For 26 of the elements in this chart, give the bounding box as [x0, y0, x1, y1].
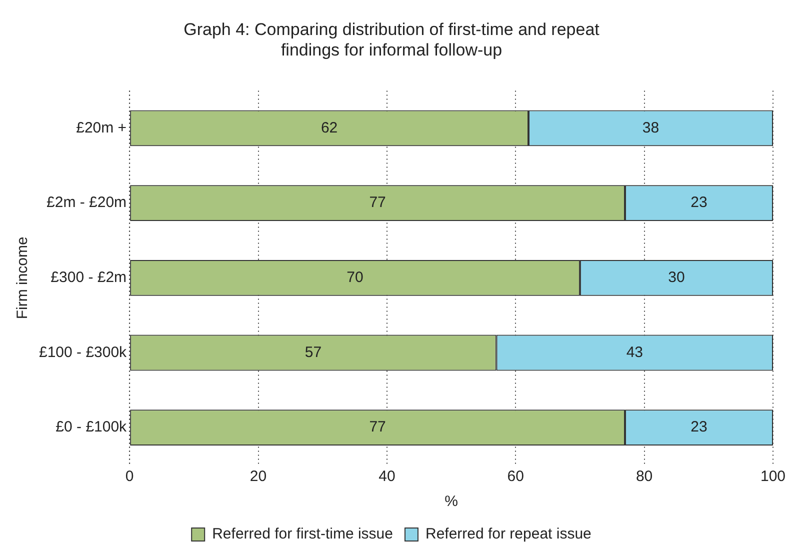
y-tick-label: £0 - £100k [56, 418, 128, 436]
y-tick-label: £20m + [76, 119, 127, 136]
chart-title: Graph 4: Comparing distribution of first-time and repeat findings for informal follow-up [184, 20, 600, 60]
x-tick-label: 40 [378, 468, 396, 486]
x-tick-label: 20 [250, 468, 267, 486]
y-tick-label: £300 - £2m [50, 269, 127, 286]
data-label: 62 [320, 119, 338, 136]
y-axis-title: Firm income [14, 236, 32, 320]
x-axis-title: % [444, 493, 458, 510]
data-label: 77 [369, 418, 386, 436]
data-label: 43 [626, 344, 644, 361]
data-label: 23 [690, 418, 708, 436]
x-tick-label: 100 [760, 468, 786, 486]
data-label: 38 [642, 119, 660, 136]
legend-label: Referred for repeat issue [425, 526, 592, 543]
data-label: 77 [369, 194, 386, 212]
x-tick-label: 80 [636, 468, 653, 486]
legend-label: Referred for first-time issue [212, 526, 393, 543]
data-label: 57 [304, 344, 322, 361]
x-tick-label: 60 [507, 468, 524, 486]
y-tick-label: £100 - £300k [38, 344, 128, 361]
data-label: 70 [346, 269, 364, 286]
y-tick-label: £2m - £20m [46, 194, 127, 212]
x-tick-label: 0 [125, 468, 134, 486]
data-label: 30 [668, 269, 685, 286]
data-label: 23 [690, 194, 708, 212]
